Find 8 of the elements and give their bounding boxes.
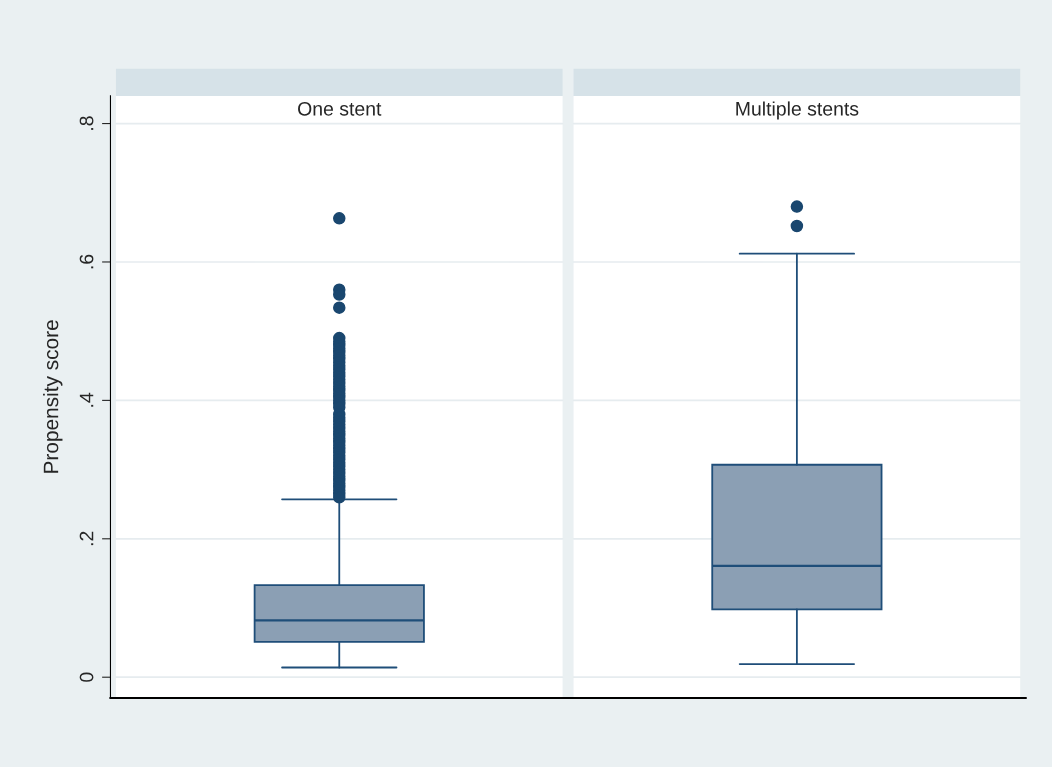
y-tick-label: .6 — [79, 254, 94, 269]
y-tick-label: .8 — [79, 116, 94, 130]
x-tick-label: One stent — [298, 101, 382, 116]
y-tick-label: 0 — [79, 672, 94, 682]
y-axis-title: Propensity score — [43, 320, 63, 473]
y-tick-label: .2 — [79, 531, 94, 546]
y-tick-label: .4 — [79, 392, 94, 407]
x-tick-label: Multiple stents — [736, 101, 859, 120]
